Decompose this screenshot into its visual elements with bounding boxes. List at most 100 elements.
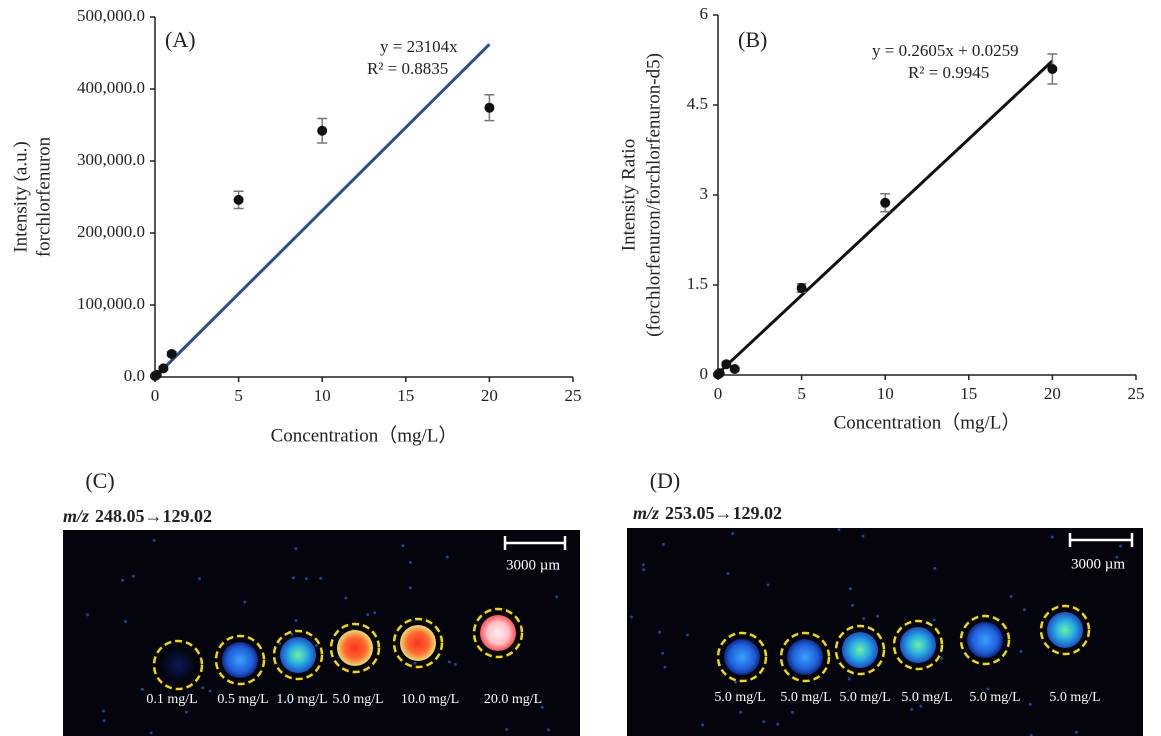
noise-dot xyxy=(685,633,689,637)
x-tick-label: 5 xyxy=(797,384,806,403)
noise-dot xyxy=(121,578,125,582)
scale-bar xyxy=(503,536,567,550)
noise-dot xyxy=(123,620,127,624)
spot-label: 0.1 mg/L xyxy=(146,692,197,707)
noise-dot xyxy=(986,687,990,691)
spot-outline xyxy=(1039,604,1091,656)
noise-dot xyxy=(408,586,412,590)
noise-dot xyxy=(453,662,457,666)
mz-transition: 248.05→129.02 xyxy=(95,506,212,526)
panel-label: (C) xyxy=(85,468,114,493)
x-tick-label: 10 xyxy=(314,386,331,405)
noise-dot xyxy=(344,596,348,600)
point xyxy=(151,369,162,380)
noise-dot xyxy=(851,603,855,607)
noise-dot xyxy=(848,587,852,591)
y-tick-label: 400,000.0 xyxy=(77,78,145,97)
trendline xyxy=(153,43,491,379)
noise-dot xyxy=(447,660,451,664)
noise-dot xyxy=(540,705,544,709)
y-axis-label: (forchlorfenuron/forchlorfenuron-d5) xyxy=(643,53,664,337)
noise-dot xyxy=(408,561,412,565)
spot xyxy=(280,637,316,673)
spot-outline xyxy=(392,617,444,669)
panel-label: (D) xyxy=(650,468,681,493)
noise-dot xyxy=(739,710,743,714)
spot-label: 0.5 mg/L xyxy=(217,692,268,707)
y-tick-label: 300,000.0 xyxy=(77,150,145,169)
spot xyxy=(337,630,373,666)
noise-dot xyxy=(547,728,551,732)
noise-dot xyxy=(102,709,106,713)
noise-dot xyxy=(315,644,319,648)
spot xyxy=(480,615,516,651)
x-tick-label: 20 xyxy=(481,386,498,405)
noise-dot xyxy=(932,618,936,622)
spot xyxy=(900,627,936,663)
point xyxy=(233,194,244,205)
noise-dot xyxy=(1019,649,1023,653)
noise-dot xyxy=(762,720,766,724)
r-squared: R² = 0.8835 xyxy=(367,59,448,78)
x-tick-label: 25 xyxy=(565,386,582,405)
scale-label: 3000 µm xyxy=(1071,556,1125,572)
point xyxy=(166,348,177,359)
noise-dot xyxy=(847,677,851,681)
panel-label: (A) xyxy=(165,27,196,52)
point xyxy=(880,197,891,208)
noise-dot xyxy=(661,542,665,546)
mz-prefix: m/z xyxy=(63,506,89,526)
spot xyxy=(967,622,1003,658)
spot-label: 5.0 mg/L xyxy=(839,690,890,705)
mz-prefix: m/z xyxy=(633,503,659,523)
mz-title: m/z 253.05→129.02 xyxy=(633,503,782,523)
noise-dot xyxy=(208,689,212,693)
spot-label: 5.0 mg/L xyxy=(714,690,765,705)
spot-label: 5.0 mg/L xyxy=(1049,690,1100,705)
noise-dot xyxy=(278,641,282,645)
noise-dot xyxy=(663,665,667,669)
noise-dot xyxy=(1028,702,1032,706)
spot-label: 1.0 mg/L xyxy=(276,692,327,707)
x-tick-label: 15 xyxy=(960,384,977,403)
spot-label: 5.0 mg/L xyxy=(901,690,952,705)
noise-dot xyxy=(102,719,106,723)
trendline xyxy=(716,59,1054,375)
mz-transition: 253.05→129.02 xyxy=(665,503,782,523)
y-tick-label: 6 xyxy=(700,4,709,23)
noise-dot xyxy=(445,555,449,559)
noise-dot xyxy=(290,632,294,636)
panel-label: (B) xyxy=(738,27,767,52)
noise-dot xyxy=(1119,544,1123,548)
noise-dot xyxy=(701,723,705,727)
scale-label: 3000 µm xyxy=(506,557,560,573)
noise-dot xyxy=(862,617,866,621)
noise-dot xyxy=(1115,555,1119,559)
noise-dot xyxy=(288,701,292,705)
equation: y = 0.2605x + 0.0259 xyxy=(872,41,1019,60)
noise-dot xyxy=(661,651,665,655)
spot-outline xyxy=(329,622,381,674)
noise-dot xyxy=(243,600,247,604)
point xyxy=(796,283,807,293)
point xyxy=(714,368,725,379)
noise-dot xyxy=(630,615,634,619)
spot-outline xyxy=(779,631,831,683)
noise-dot xyxy=(641,563,645,567)
noise-dot xyxy=(294,547,298,551)
noise-dot xyxy=(319,576,323,580)
spot-label: 5.0 mg/L xyxy=(969,690,1020,705)
noise-dot xyxy=(86,613,90,617)
x-tick-label: 5 xyxy=(234,386,243,405)
noise-dot xyxy=(766,583,770,587)
y-tick-label: 200,000.0 xyxy=(77,222,145,241)
spot xyxy=(724,639,760,675)
point xyxy=(729,364,740,374)
spot xyxy=(787,639,823,675)
noise-dot xyxy=(140,687,144,691)
spot-outline xyxy=(214,634,266,686)
y-tick-label: 0 xyxy=(700,364,709,383)
noise-dot xyxy=(149,731,153,735)
y-tick-label: 500,000.0 xyxy=(77,6,145,25)
